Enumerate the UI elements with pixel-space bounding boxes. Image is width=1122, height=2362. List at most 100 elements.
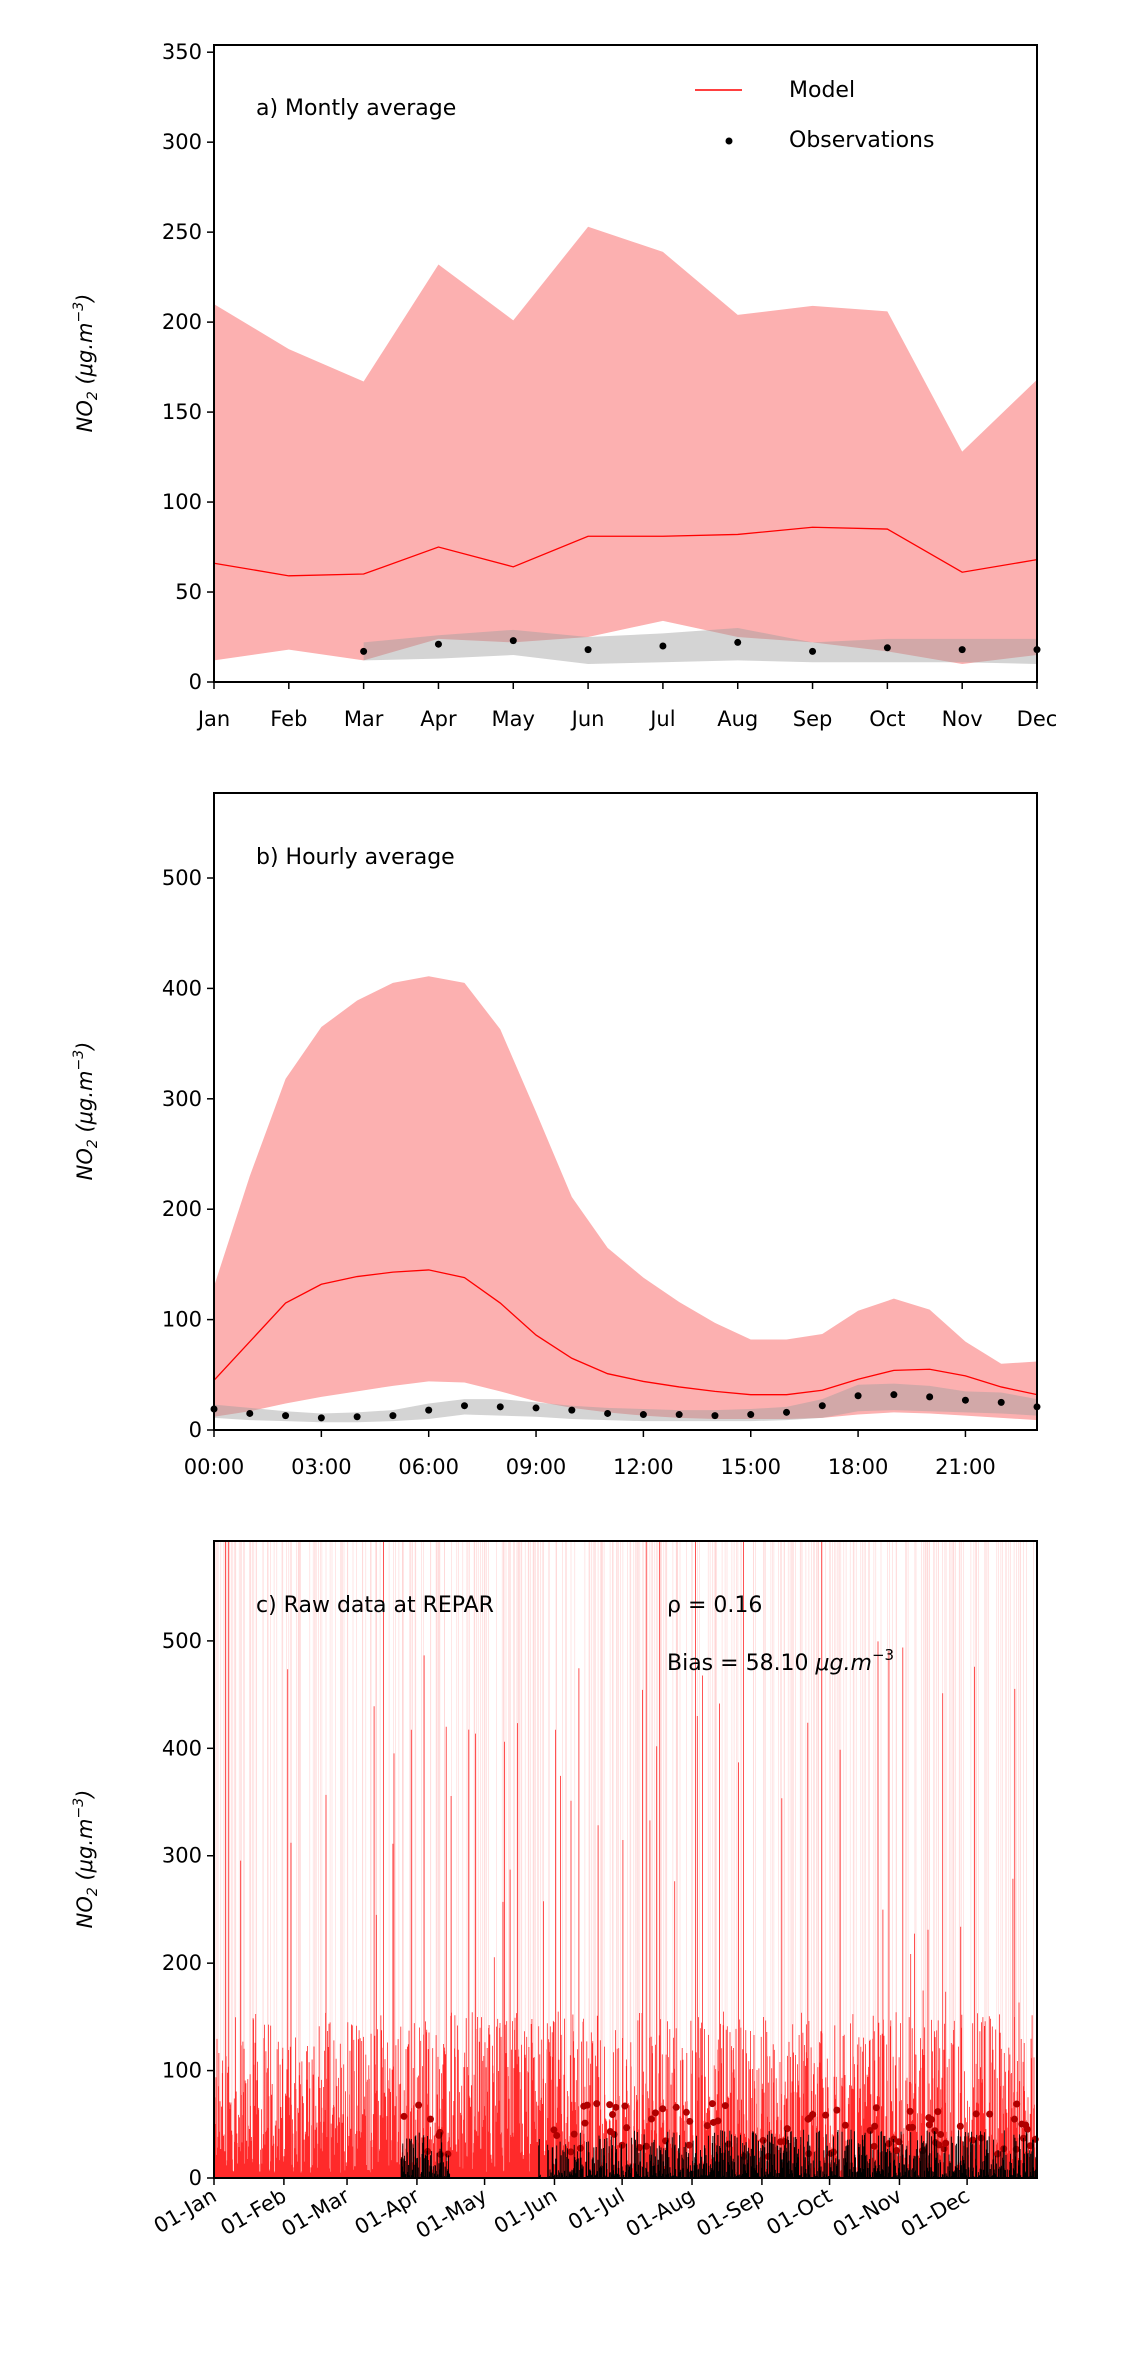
y-tick-label: 0 bbox=[189, 1418, 202, 1442]
observation-point bbox=[400, 2112, 408, 2120]
observation-point bbox=[437, 2150, 445, 2158]
x-tick-label: Apr bbox=[420, 707, 457, 731]
observation-point bbox=[994, 2150, 1002, 2158]
observation-point bbox=[570, 2130, 578, 2138]
observation-point bbox=[581, 2119, 589, 2127]
model-hourly-series bbox=[213, 1541, 1037, 2178]
legend-model-label: Model bbox=[789, 78, 855, 103]
bias-annotation: Bias = 58.10 μg.m−3 bbox=[667, 1646, 894, 1676]
observation-point bbox=[509, 637, 517, 645]
observation-point bbox=[553, 2132, 561, 2140]
observation-point bbox=[426, 2115, 434, 2123]
observation-point bbox=[415, 2101, 423, 2109]
x-tick-label: 21:00 bbox=[935, 1455, 996, 1479]
legend-observations-marker bbox=[725, 137, 733, 145]
observation-point bbox=[809, 647, 817, 655]
x-tick-label: 01-Aug bbox=[622, 2184, 699, 2242]
observation-point bbox=[612, 2103, 620, 2111]
observation-point bbox=[567, 2148, 575, 2156]
observation-point bbox=[360, 647, 368, 655]
observation-point bbox=[937, 2130, 945, 2138]
x-tick-label: Jan bbox=[196, 707, 230, 731]
observation-point bbox=[460, 1402, 468, 1410]
observation-point bbox=[890, 1391, 898, 1399]
observation-point bbox=[870, 2142, 878, 2150]
observation-point bbox=[833, 2106, 841, 2114]
observation-point bbox=[642, 2142, 650, 2150]
observation-point bbox=[317, 1414, 325, 1422]
observation-point bbox=[682, 2108, 690, 2116]
observation-point bbox=[425, 1406, 433, 1414]
x-tick-label: 12:00 bbox=[613, 1455, 674, 1479]
observation-point bbox=[747, 1411, 755, 1419]
observation-point bbox=[734, 638, 742, 646]
x-tick-label: Jul bbox=[648, 707, 675, 731]
correlation-annotation: ρ = 0.16 bbox=[667, 1593, 762, 1618]
observation-point bbox=[940, 2145, 948, 2153]
y-tick-label: 50 bbox=[175, 580, 202, 604]
x-tick-label: 15:00 bbox=[720, 1455, 781, 1479]
y-tick-label: 200 bbox=[162, 1951, 202, 1975]
observation-point bbox=[866, 2127, 874, 2135]
model-mean-line bbox=[213, 526, 1038, 577]
x-tick-label: 09:00 bbox=[506, 1455, 567, 1479]
y-axis-label: NO2 (μg.m−3) bbox=[71, 1042, 101, 1181]
x-tick-label: Nov bbox=[942, 707, 983, 731]
observation-point bbox=[935, 2141, 943, 2149]
observation-point bbox=[434, 640, 442, 648]
observation-point bbox=[809, 2111, 817, 2119]
observation-point bbox=[822, 2111, 830, 2119]
observation-point bbox=[604, 1409, 612, 1417]
panel-title: b) Hourly average bbox=[256, 845, 455, 870]
observation-point bbox=[780, 2137, 788, 2145]
observation-point bbox=[568, 1406, 576, 1414]
y-tick-label: 500 bbox=[162, 1629, 202, 1653]
observation-point bbox=[883, 644, 891, 652]
y-tick-label: 200 bbox=[162, 1197, 202, 1221]
observation-point bbox=[956, 2122, 964, 2130]
x-tick-label: Dec bbox=[1017, 707, 1058, 731]
observation-point bbox=[584, 646, 592, 654]
x-tick-label: 01-Dec bbox=[897, 2184, 974, 2242]
y-tick-label: 300 bbox=[162, 1087, 202, 1111]
observation-point bbox=[714, 2117, 722, 2125]
observation-point bbox=[934, 2108, 942, 2116]
panel-hourly-average: 0 100 200 300 400 500 00:00 03:00 06:00 09:00 12:0… bbox=[71, 792, 1041, 1479]
x-tick-label: 06:00 bbox=[398, 1455, 459, 1479]
observation-point bbox=[708, 2100, 716, 2108]
x-tick-label: May bbox=[492, 707, 535, 731]
observation-point bbox=[672, 2103, 680, 2111]
y-tick-label: 150 bbox=[162, 400, 202, 424]
observation-point bbox=[908, 2123, 916, 2131]
x-tick-label: 01-Jan bbox=[150, 2184, 221, 2239]
observation-point bbox=[606, 2101, 614, 2109]
observation-point bbox=[783, 1408, 791, 1416]
observation-range-band bbox=[363, 628, 1037, 665]
x-tick-label: 18:00 bbox=[828, 1455, 889, 1479]
observation-point bbox=[926, 1393, 934, 1401]
x-tick-label: Mar bbox=[344, 707, 384, 731]
observation-point bbox=[1013, 2100, 1021, 2108]
observation-point bbox=[759, 2136, 767, 2144]
observation-point bbox=[444, 2150, 452, 2158]
x-tick-label: 01-Jul bbox=[564, 2184, 629, 2235]
axes-frame bbox=[213, 1540, 1038, 2179]
x-tick-label: Aug bbox=[717, 707, 758, 731]
x-tick-label: Jun bbox=[570, 707, 605, 731]
observation-point bbox=[1026, 2142, 1034, 2150]
observation-point bbox=[436, 2128, 444, 2136]
x-tick-label: Oct bbox=[869, 707, 905, 731]
observation-point bbox=[906, 2107, 914, 2115]
y-tick-label: 200 bbox=[162, 310, 202, 334]
y-tick-label: 500 bbox=[162, 866, 202, 890]
y-tick-label: 0 bbox=[189, 670, 202, 694]
legend: Model Observations bbox=[695, 78, 934, 153]
observation-point bbox=[703, 2122, 711, 2130]
observation-point bbox=[659, 2105, 667, 2113]
axes-frame bbox=[213, 792, 1038, 1431]
x-tick-label: 01-Sep bbox=[692, 2184, 768, 2242]
observation-point bbox=[986, 2110, 994, 2118]
observation-point bbox=[711, 1412, 719, 1420]
observation-point bbox=[621, 2102, 629, 2110]
